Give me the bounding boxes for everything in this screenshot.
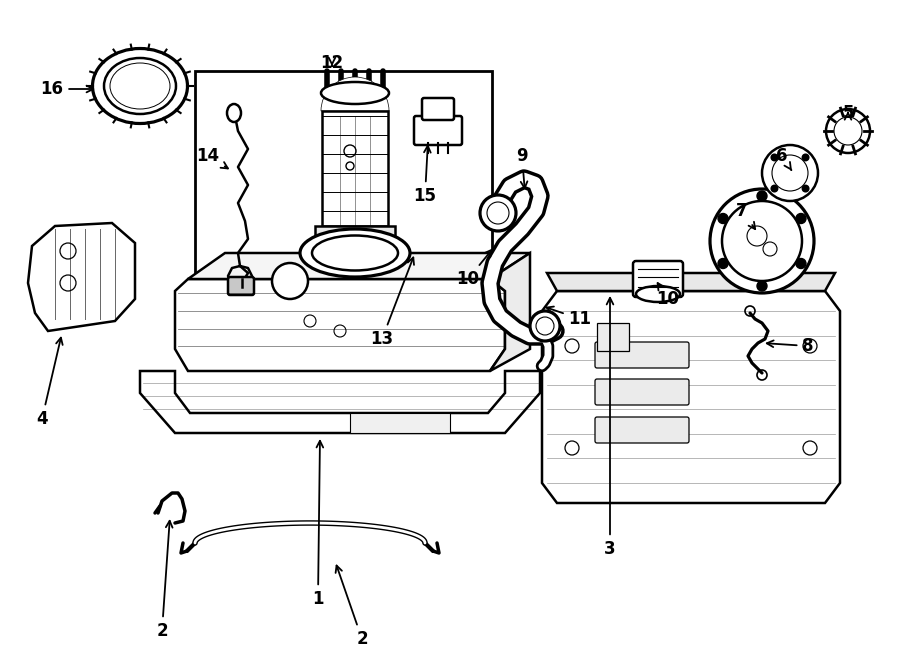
- Text: 5: 5: [842, 104, 854, 122]
- FancyBboxPatch shape: [228, 277, 254, 295]
- FancyBboxPatch shape: [595, 342, 689, 368]
- Polygon shape: [547, 273, 835, 291]
- FancyBboxPatch shape: [595, 417, 689, 443]
- Bar: [597, 323, 629, 351]
- Text: 13: 13: [371, 258, 414, 348]
- Text: 11: 11: [546, 307, 591, 328]
- Circle shape: [272, 263, 308, 299]
- Polygon shape: [542, 291, 840, 503]
- FancyBboxPatch shape: [414, 116, 462, 145]
- Text: 2: 2: [157, 521, 173, 640]
- Circle shape: [762, 145, 818, 201]
- Polygon shape: [325, 251, 385, 271]
- Circle shape: [770, 184, 778, 192]
- Circle shape: [530, 311, 560, 341]
- Circle shape: [772, 155, 808, 191]
- Circle shape: [536, 317, 554, 335]
- Circle shape: [796, 214, 806, 223]
- Circle shape: [802, 153, 810, 161]
- Text: 7: 7: [736, 202, 755, 229]
- FancyBboxPatch shape: [422, 98, 454, 120]
- Text: 2: 2: [336, 566, 368, 648]
- Bar: [322, 111, 388, 226]
- Text: 1: 1: [312, 441, 324, 608]
- Circle shape: [834, 117, 862, 145]
- Circle shape: [802, 184, 810, 192]
- Polygon shape: [490, 253, 530, 371]
- Circle shape: [757, 191, 767, 201]
- Circle shape: [826, 109, 870, 153]
- Polygon shape: [28, 223, 135, 331]
- Ellipse shape: [312, 235, 398, 270]
- Bar: [195, 71, 492, 283]
- Text: 4: 4: [36, 338, 63, 428]
- Text: 10: 10: [656, 283, 680, 308]
- Wedge shape: [321, 77, 389, 111]
- Polygon shape: [175, 279, 505, 371]
- Ellipse shape: [300, 229, 410, 277]
- Text: 9: 9: [517, 147, 527, 188]
- Circle shape: [718, 258, 728, 268]
- Text: 12: 12: [320, 54, 344, 72]
- Polygon shape: [140, 371, 540, 433]
- Circle shape: [480, 195, 516, 231]
- Polygon shape: [315, 226, 395, 251]
- Polygon shape: [188, 253, 530, 279]
- Circle shape: [796, 258, 806, 268]
- Circle shape: [718, 214, 728, 223]
- Ellipse shape: [227, 104, 241, 122]
- Circle shape: [770, 153, 778, 161]
- Text: 15: 15: [413, 146, 436, 205]
- Polygon shape: [350, 413, 450, 433]
- Circle shape: [487, 202, 509, 224]
- Circle shape: [710, 189, 814, 293]
- Circle shape: [757, 281, 767, 291]
- Text: 8: 8: [767, 337, 814, 355]
- Text: 10: 10: [456, 250, 492, 288]
- Text: 3: 3: [604, 298, 616, 558]
- Ellipse shape: [636, 286, 680, 302]
- Text: 6: 6: [776, 147, 791, 171]
- Ellipse shape: [321, 82, 389, 104]
- Circle shape: [722, 201, 802, 281]
- FancyBboxPatch shape: [633, 261, 683, 297]
- Text: 16: 16: [40, 80, 94, 98]
- FancyBboxPatch shape: [595, 379, 689, 405]
- Text: 14: 14: [196, 147, 228, 169]
